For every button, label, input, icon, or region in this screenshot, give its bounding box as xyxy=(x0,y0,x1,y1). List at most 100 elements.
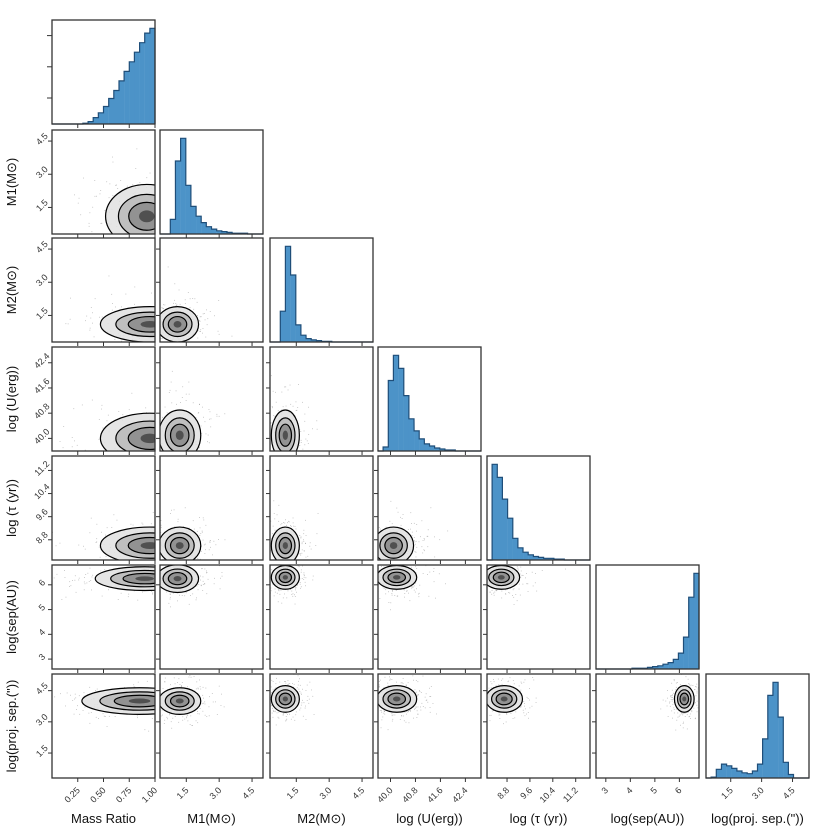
scatter-point xyxy=(434,536,435,538)
scatter-point xyxy=(81,404,83,406)
scatter-point xyxy=(404,593,406,594)
scatter-point xyxy=(414,543,416,545)
scatter-point xyxy=(508,592,510,593)
scatter-point xyxy=(169,598,171,600)
hist-bar-logsep-12 xyxy=(657,665,664,669)
scatter-point xyxy=(289,683,291,684)
scatter-point xyxy=(305,519,306,521)
scatter-point xyxy=(200,550,202,552)
scatter-point xyxy=(147,460,148,461)
scatter-point xyxy=(493,681,495,683)
scatter-point xyxy=(150,460,151,461)
scatter-point xyxy=(408,592,409,594)
scatter-point xyxy=(417,713,419,715)
scatter-point xyxy=(491,710,493,712)
scatter-point xyxy=(532,677,534,678)
scatter-point xyxy=(266,564,267,565)
scatter-point xyxy=(673,680,675,682)
scatter-point xyxy=(205,524,207,526)
scatter-point xyxy=(202,539,204,541)
scatter-point xyxy=(176,305,177,307)
scatter-point xyxy=(152,512,154,513)
scatter-point xyxy=(406,710,407,712)
scatter-point xyxy=(405,685,407,686)
scatter-point xyxy=(691,711,693,713)
scatter-point xyxy=(177,600,178,602)
scatter-point xyxy=(142,409,143,410)
scatter-point xyxy=(161,358,162,359)
scatter-point xyxy=(105,534,106,536)
scatter-point xyxy=(196,312,197,313)
scatter-point xyxy=(120,671,121,672)
scatter-point xyxy=(157,696,158,697)
scatter-point xyxy=(268,444,269,445)
scatter-point xyxy=(185,393,187,395)
scatter-point xyxy=(411,562,412,563)
scatter-point xyxy=(198,584,200,585)
scatter-point xyxy=(304,581,306,583)
scatter-point xyxy=(407,529,409,530)
scatter-point xyxy=(190,343,191,344)
scatter-point xyxy=(177,518,179,520)
hist-bar-q-9 xyxy=(98,112,104,124)
scatter-point xyxy=(196,713,197,714)
scatter-point xyxy=(302,448,304,450)
scatter-point xyxy=(199,403,200,405)
scatter-point xyxy=(478,568,479,569)
scatter-point xyxy=(475,596,476,597)
scatter-point xyxy=(290,565,292,567)
scatter-point xyxy=(158,328,159,329)
scatter-point xyxy=(210,538,211,539)
scatter-point xyxy=(292,405,294,407)
scatter-point xyxy=(375,570,376,571)
scatter-point xyxy=(233,574,234,575)
scatter-point xyxy=(112,303,113,304)
scatter-point xyxy=(527,591,529,592)
contour-line-0 xyxy=(94,566,155,592)
scatter-point xyxy=(675,682,677,684)
scatter-point xyxy=(294,594,295,596)
scatter-point xyxy=(112,195,114,196)
scatter-point xyxy=(158,523,159,524)
scatter-point xyxy=(200,585,202,587)
scatter-point xyxy=(389,679,391,681)
scatter-point xyxy=(70,297,71,299)
scatter-point xyxy=(172,188,173,189)
scatter-point xyxy=(181,686,183,688)
scatter-point xyxy=(197,469,198,470)
scatter-point xyxy=(108,275,110,277)
scatter-point xyxy=(201,532,202,533)
scatter-point xyxy=(202,576,204,578)
scatter-point xyxy=(418,596,420,598)
scatter-point xyxy=(85,320,86,322)
density-level-3 xyxy=(500,696,508,702)
hist-bar-logsep-13 xyxy=(662,664,669,669)
scatter-point xyxy=(199,517,200,518)
scatter-point xyxy=(74,579,76,581)
scatter-point xyxy=(689,685,691,687)
scatter-point xyxy=(197,453,198,454)
scatter-point xyxy=(285,682,287,684)
hist-bar-logU-2 xyxy=(388,380,394,451)
scatter-point xyxy=(693,707,695,709)
scatter-point xyxy=(112,161,114,163)
scatter-point xyxy=(197,337,199,339)
contour-line-0 xyxy=(99,526,155,560)
scatter-point xyxy=(199,708,201,709)
scatter-point xyxy=(312,579,314,581)
hist-bar-m2-3 xyxy=(285,246,291,342)
scatter-point xyxy=(415,540,417,542)
scatter-point xyxy=(199,721,200,722)
scatter-point xyxy=(406,713,407,715)
scatter-point xyxy=(113,453,114,454)
scatter-point xyxy=(413,679,414,681)
scatter-point xyxy=(176,469,177,470)
scatter-point xyxy=(47,523,48,524)
scatter-point xyxy=(158,590,159,591)
scatter-point xyxy=(397,595,399,597)
scatter-point xyxy=(413,589,415,591)
hist-bar-logsep-10 xyxy=(647,667,653,669)
scatter-point xyxy=(259,690,260,691)
scatter-point xyxy=(174,182,175,183)
scatter-point xyxy=(208,409,210,410)
